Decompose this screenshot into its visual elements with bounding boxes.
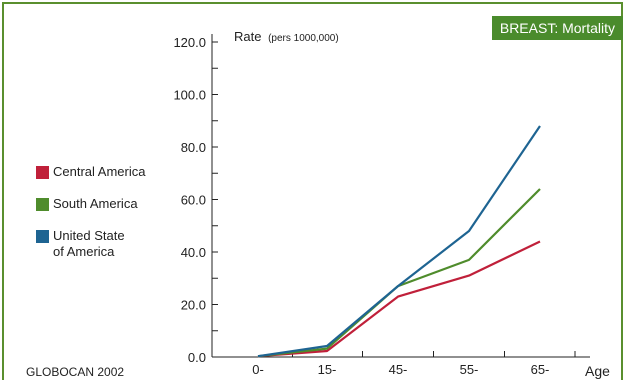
y-tick-label: 40.0 (181, 245, 206, 260)
legend-label: United State of America (53, 228, 125, 259)
y-tick-label: 20.0 (181, 298, 206, 313)
y-tick-label: 120.0 (173, 35, 206, 50)
chart-title: BREAST: Mortality (491, 16, 623, 40)
series-line-1 (257, 188, 541, 358)
legend-swatch (36, 230, 49, 243)
series-line-2 (257, 125, 541, 358)
x-tick-label: 55- (460, 362, 479, 377)
y-axis-title-main: Rate (234, 29, 261, 44)
chart-axes (211, 34, 590, 358)
y-tick-label: 0.0 (188, 350, 206, 365)
x-axis-title: Age (585, 363, 610, 379)
y-tick-label: 100.0 (173, 88, 206, 103)
chart-ticks: 0.0 20.0 40.0 60.0 80.0 100.0 120.0 0- 15- 45- 55-… (173, 35, 576, 377)
x-tick-label: 45- (389, 362, 408, 377)
x-tick-label: 65- (531, 362, 550, 377)
legend-label: South America (53, 196, 138, 211)
legend-swatch (36, 198, 49, 211)
chart-lines (257, 125, 541, 358)
y-axis-title-unit: (pers 1000,000) (268, 33, 339, 44)
x-tick-label: 0- (252, 362, 264, 377)
x-tick-label: 15- (318, 362, 337, 377)
source-label: GLOBOCAN 2002 (26, 365, 125, 379)
y-tick-label: 60.0 (181, 193, 206, 208)
series-line-0 (257, 240, 541, 358)
legend-swatch (36, 166, 49, 179)
y-tick-label: 80.0 (181, 140, 206, 155)
y-axis-title: Rate (pers 1000,000) (234, 29, 339, 44)
legend-label: Central America (53, 164, 146, 179)
